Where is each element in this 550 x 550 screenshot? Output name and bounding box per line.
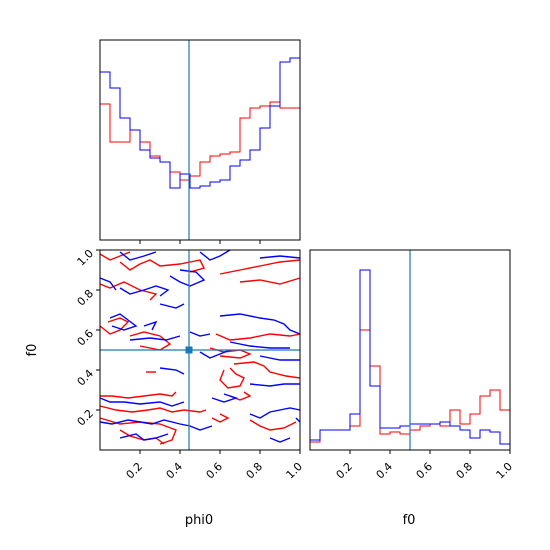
contour-0-path-12 bbox=[100, 391, 177, 399]
contour-0-path-13 bbox=[99, 405, 207, 413]
f0-hist-xtick-label-3: 0.8 bbox=[454, 460, 476, 482]
phi0-f0-contour-panel: 0.2 0.4 0.6 0.8 1.0 0.2 0.4 0.6 0.8 1.0 bbox=[75, 247, 306, 482]
phi0-histogram-panel bbox=[99, 39, 301, 244]
contour-1-path-1 bbox=[199, 249, 231, 261]
contour-0-path-1 bbox=[119, 259, 206, 273]
joint-truth-marker bbox=[185, 346, 193, 354]
contour-0-path-3 bbox=[219, 259, 301, 275]
contour-1-path-17 bbox=[211, 393, 239, 403]
joint-ytick-label-2: 0.6 bbox=[75, 327, 97, 349]
f0-hist-xtick-label-0: 0.2 bbox=[334, 460, 356, 482]
contour-0-path-9 bbox=[233, 361, 301, 379]
x-axis-label-phi0: phi0 bbox=[185, 513, 213, 528]
f0-hist-xtick-label-4: 1.0 bbox=[494, 460, 516, 482]
contour-0-path-0 bbox=[99, 251, 131, 261]
joint-ytick-label-3: 0.8 bbox=[75, 287, 97, 309]
x-axis-label-f0: f0 bbox=[403, 513, 416, 528]
contour-0-path-18 bbox=[249, 419, 297, 431]
contour-1-path-14 bbox=[259, 355, 300, 361]
contour-0-path-2 bbox=[99, 281, 158, 301]
joint-ytick-label-4: 1.0 bbox=[75, 247, 97, 269]
joint-xtick-label-1: 0.4 bbox=[164, 460, 186, 482]
contour-1-path-18 bbox=[249, 383, 300, 387]
contour-0-path-8 bbox=[209, 347, 252, 359]
contour-0-path-14 bbox=[99, 417, 177, 445]
contour-1-path-16 bbox=[99, 397, 185, 407]
contour-0-path-16 bbox=[211, 413, 230, 423]
f0-histogram-panel: 0.2 0.4 0.6 0.8 1.0 bbox=[309, 249, 516, 482]
contour-1-path-8 bbox=[143, 320, 158, 331]
contour-1-path-19 bbox=[99, 419, 213, 431]
joint-xtick-label-4: 1.0 bbox=[284, 460, 306, 482]
contour-0-path-4 bbox=[239, 277, 301, 285]
contour-1-path-9 bbox=[219, 313, 301, 335]
contour-0-path-10 bbox=[219, 367, 245, 389]
contour-0-path-7 bbox=[215, 333, 301, 341]
contour-1-path-22 bbox=[269, 437, 291, 443]
contour-1-path-10 bbox=[189, 331, 211, 337]
contour-1-path-0 bbox=[119, 251, 157, 261]
joint-xtick-label-0: 0.2 bbox=[124, 460, 146, 482]
joint-ytick-label-1: 0.4 bbox=[75, 367, 97, 389]
f0-histogram-frame bbox=[309, 249, 511, 451]
phi0-histogram-series-1 bbox=[99, 57, 301, 240]
y-axis-label-f0: f0 bbox=[25, 344, 40, 357]
phi0-histogram-frame bbox=[99, 39, 301, 241]
contour-0-path-5 bbox=[99, 317, 130, 335]
contour-1-path-4 bbox=[169, 269, 206, 287]
contour-1-path-21 bbox=[249, 407, 301, 419]
contour-1-path-2 bbox=[259, 255, 301, 259]
contour-1-path-12 bbox=[229, 341, 290, 349]
contour-1-path-13 bbox=[199, 349, 231, 359]
joint-ytick-label-0: 0.2 bbox=[75, 407, 97, 429]
contour-1-path-20 bbox=[119, 433, 169, 441]
contour-0-path-6 bbox=[129, 331, 172, 351]
contour-1-path-7 bbox=[109, 313, 138, 331]
contour-1-path-23 bbox=[295, 417, 301, 423]
joint-xtick-label-3: 0.8 bbox=[244, 460, 266, 482]
contour-1-path-11 bbox=[129, 335, 181, 341]
contour-1-path-5 bbox=[119, 285, 170, 297]
f0-hist-xtick-label-2: 0.6 bbox=[414, 460, 436, 482]
contour-1-path-6 bbox=[159, 303, 185, 309]
contour-1-path-15 bbox=[159, 367, 185, 375]
contour-1-path-3 bbox=[99, 277, 117, 291]
joint-frame bbox=[99, 249, 301, 451]
f0-hist-xtick-label-1: 0.4 bbox=[374, 460, 396, 482]
joint-xtick-label-2: 0.6 bbox=[204, 460, 226, 482]
